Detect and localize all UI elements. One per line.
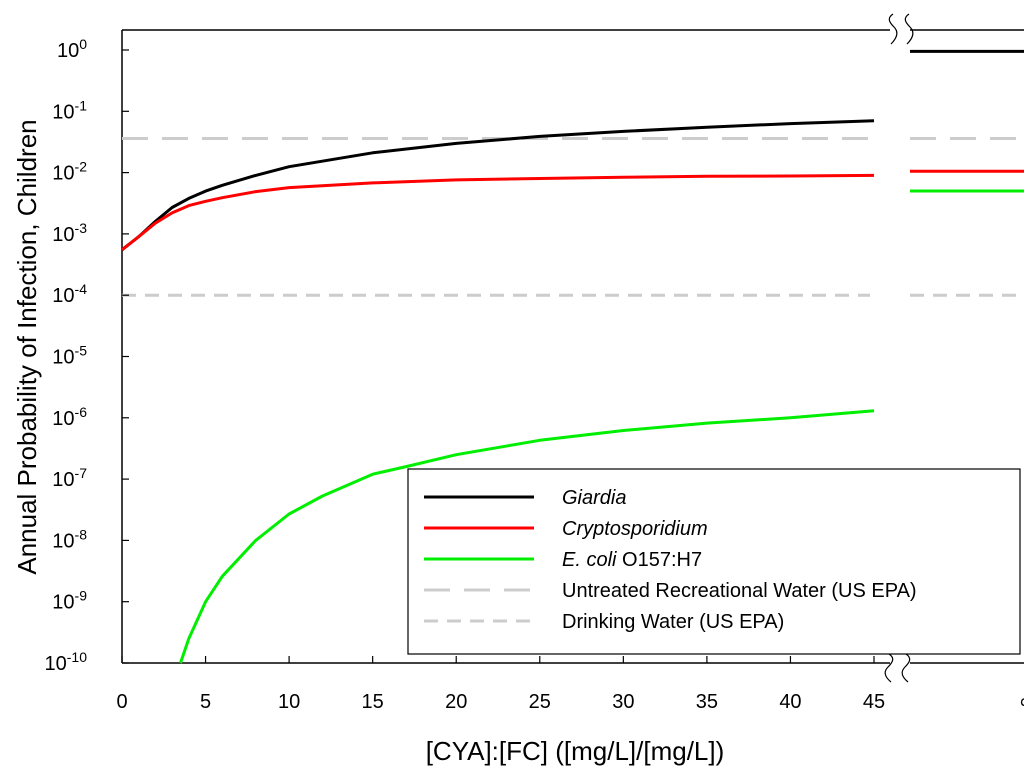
legend-label-drinking-water-us-epa: Drinking Water (US EPA)	[562, 611, 784, 633]
axis-break-top-right	[904, 13, 914, 45]
series-line-e-coli	[179, 409, 875, 664]
x-tick-label: 45	[863, 691, 885, 713]
y-tick-label: 10-6	[52, 404, 87, 430]
y-tick-label: 10-8	[52, 526, 87, 552]
x-tick-label: 5	[200, 691, 211, 713]
plot-frame	[121, 29, 1024, 664]
x-tick-label-infinity: ∞	[1020, 691, 1024, 713]
infinity-values	[910, 49, 1024, 193]
legend: Giardia Cryptosporidium E. coli O157:H7 Unt…	[407, 468, 1021, 655]
series-line-giardia	[121, 119, 875, 251]
x-tick-label: 35	[696, 691, 718, 713]
x-axis-title: [CYA]:[FC] ([mg/L]/[mg/L])	[426, 736, 725, 766]
legend-label-cryptosporidium: Cryptosporidium	[562, 518, 708, 540]
y-tick-label: 100	[57, 36, 87, 62]
legend-box	[407, 468, 1021, 655]
y-tick-label: 10-3	[52, 220, 87, 246]
legend-entries: Giardia Cryptosporidium E. coli O157:H7 Unt…	[424, 487, 917, 633]
axis-break-bottom-right	[901, 653, 911, 683]
legend-label-e-coli: E. coli O157:H7	[562, 549, 702, 571]
y-tick-label: 10-1	[52, 97, 87, 123]
y-axis-title: Annual Probability of Infection, Childre…	[12, 119, 42, 574]
x-tick-label: 15	[362, 691, 384, 713]
x-tick-label: 10	[278, 691, 300, 713]
reference-lines	[122, 136, 1024, 297]
axis-break-bottom-left	[884, 653, 894, 683]
x-axis-ticks: 0 5 10 15 20 25 30 35 40 45 ∞	[116, 656, 1024, 713]
legend-label-giardia: Giardia	[562, 487, 626, 509]
data-curves	[121, 119, 875, 664]
y-axis-ticks: 100 10-1 10-2 10-3 10-4 10-5 10-6 10-7 10-8 10-9 1…	[45, 36, 129, 675]
legend-label-untreated-recreational-water-us-epa: Untreated Recreational Water (US EPA)	[562, 580, 917, 602]
series-line-cryptosporidium	[121, 173, 875, 251]
x-tick-label: 30	[612, 691, 634, 713]
axis-break-top-left	[888, 13, 898, 45]
y-tick-label: 10-5	[52, 343, 87, 369]
x-tick-label: 25	[529, 691, 551, 713]
x-tick-label: 20	[445, 691, 467, 713]
x-tick-label: 40	[779, 691, 801, 713]
y-tick-label: 10-10	[45, 649, 88, 675]
y-tick-label: 10-2	[52, 159, 87, 185]
y-tick-label: 10-7	[52, 465, 87, 491]
axis-break-markers	[884, 13, 914, 683]
x-tick-label: 0	[116, 691, 127, 713]
y-tick-label: 10-9	[52, 588, 87, 614]
y-tick-label: 10-4	[52, 281, 87, 307]
